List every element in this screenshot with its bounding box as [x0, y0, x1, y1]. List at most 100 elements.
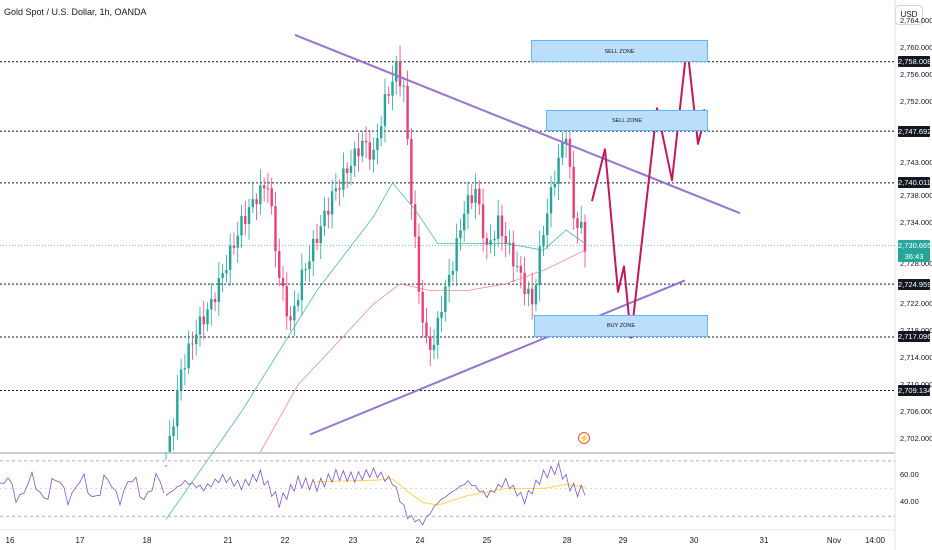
candle-body — [523, 272, 526, 295]
chart-title: Gold Spot / U.S. Dollar, 1h, OANDA — [4, 7, 147, 17]
price-tick-label: 2,728.000 — [900, 258, 932, 268]
sell-zone-lower: SELL ZONE — [546, 109, 708, 132]
date-tick-label: 30 — [689, 536, 699, 545]
price-tick-label: 2,764.000 — [900, 16, 932, 26]
candle-body — [194, 334, 198, 345]
price-tick-label: 2,718.000 — [900, 325, 932, 335]
candle-body — [542, 234, 545, 247]
candle-body — [546, 213, 549, 235]
candle-body — [398, 61, 402, 87]
rsi-line-history — [0, 470, 165, 507]
candle-body — [519, 265, 523, 273]
candle-body — [364, 140, 368, 143]
candle-body — [330, 191, 334, 215]
candle-body — [217, 278, 221, 302]
candle-body — [459, 230, 462, 239]
date-tick-label: 24 — [415, 536, 425, 545]
trendline-layer — [294, 33, 741, 436]
candle-body — [493, 238, 496, 241]
candle-body — [489, 240, 492, 245]
price-tick-label: 2,756.000 — [900, 70, 932, 80]
level-price-badge: 2,747.692 — [898, 125, 932, 137]
candle-body — [500, 215, 504, 237]
candle-body — [236, 235, 239, 248]
candle-body — [451, 270, 455, 275]
moving-average-layer — [165, 182, 586, 520]
candle-body — [361, 140, 364, 157]
candle-body — [315, 238, 319, 244]
candle-body — [557, 157, 560, 184]
price-tick-label: 2,702.000 — [900, 433, 932, 443]
level-price-badge: 2,740.011 — [898, 177, 931, 189]
candle-body — [572, 166, 575, 219]
date-tick-label: 23 — [348, 536, 358, 545]
candle-body — [334, 188, 338, 192]
price-tick-label: 2,722.000 — [900, 299, 932, 308]
lightning-icon[interactable]: ⚡ — [578, 432, 590, 444]
rsi-tick-label: 60.00 — [900, 469, 919, 479]
projection-path — [591, 44, 706, 339]
candle-body — [391, 81, 394, 96]
price-tick-label: 2,714.000 — [900, 352, 932, 362]
date-tick-label: 25 — [482, 536, 492, 545]
candle-body — [345, 168, 349, 173]
candle-body — [549, 187, 553, 214]
candle-body — [538, 246, 541, 286]
candle-body — [425, 322, 428, 337]
candle-body — [262, 185, 266, 189]
candle-body — [259, 185, 262, 205]
candle-body — [319, 226, 322, 244]
candle-body — [176, 390, 179, 427]
ma-fast-line — [165, 182, 586, 520]
candle-body — [432, 344, 436, 351]
candle-body — [240, 215, 243, 236]
candle-body — [172, 426, 175, 436]
sell-zone-lower-label: SELL ZONE — [611, 117, 643, 124]
ma-slow-line — [260, 249, 586, 453]
buy-zone-label: BUY ZONE — [606, 323, 635, 330]
candle-body — [413, 204, 417, 237]
rsi-layer — [0, 461, 586, 526]
candle-body — [444, 286, 447, 312]
date-tick-label: 29 — [618, 536, 628, 545]
candle-body — [308, 261, 311, 270]
current-price-value: 2,730.665 — [898, 240, 932, 250]
date-tick-label: 17 — [75, 536, 85, 545]
candle-body — [508, 242, 511, 244]
price-tick-label: 2,706.000 — [900, 406, 932, 416]
level-price-badge: 2,758.008 — [898, 56, 932, 68]
candle-body — [383, 94, 387, 127]
sell-zone-upper: SELL ZONE — [531, 39, 708, 62]
candle-body — [164, 465, 168, 467]
candle-body — [417, 236, 421, 292]
date-tick-label: 28 — [562, 536, 572, 545]
candle-body — [342, 168, 345, 190]
candle-body — [496, 215, 500, 239]
candle-body — [564, 138, 568, 143]
candle-body — [304, 269, 307, 271]
price-tick-label: 2,734.000 — [900, 218, 932, 228]
candle-body — [247, 207, 251, 224]
bar-countdown: 36:43 — [904, 251, 924, 261]
candle-body — [515, 265, 519, 267]
current-price-badge: 2,730.665 36:43 — [898, 239, 932, 262]
candle-body — [251, 199, 255, 208]
candle-body — [368, 142, 372, 160]
candle-body — [406, 85, 409, 139]
candle-body — [530, 288, 534, 305]
candle-body — [474, 188, 477, 203]
candles-layer — [164, 45, 587, 467]
rsi-line — [165, 461, 586, 526]
candle-body — [228, 245, 232, 270]
candle-body — [357, 148, 360, 157]
candle-body — [312, 238, 315, 262]
candle-body — [402, 85, 406, 87]
candle-body — [221, 273, 224, 279]
candle-body — [244, 215, 247, 224]
candle-body — [583, 221, 587, 252]
sell-zone-upper-label: SELL ZONE — [604, 48, 635, 55]
candle-body — [527, 288, 530, 295]
candle-body — [323, 210, 326, 227]
